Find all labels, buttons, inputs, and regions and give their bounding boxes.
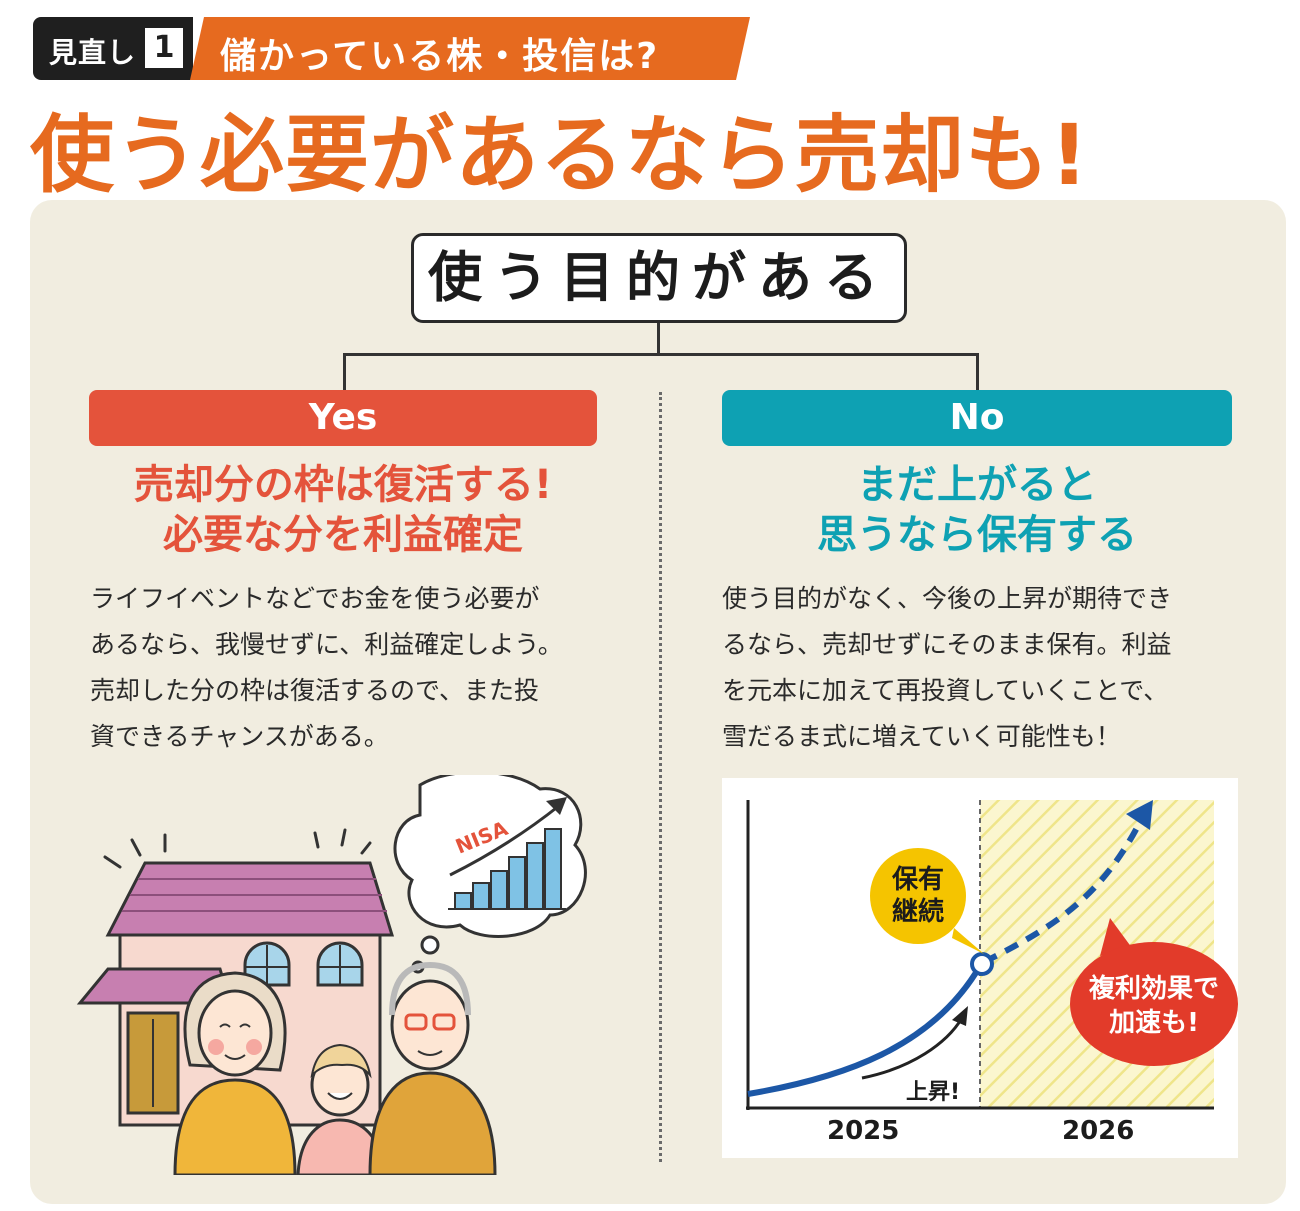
tree-stem <box>657 323 660 355</box>
section-tag: 見直し 1 <box>33 17 193 80</box>
grandma-body <box>173 1078 297 1175</box>
yes-body: ライフイベントなどでお金を使う必要が あるなら、我慢せずに、利益確定しよう。 売… <box>90 576 620 760</box>
section-question: 儲かっている株・投信は? <box>220 36 660 77</box>
family-house-illustration: NISA <box>76 775 587 1175</box>
house-roof <box>105 861 395 937</box>
compound-bubble-line2: 加速も! <box>1109 1008 1199 1038</box>
projected-growth-curve <box>982 816 1145 965</box>
tree-crossbar <box>343 353 979 356</box>
sparkle-marks-icon <box>103 828 372 869</box>
no-banner: No <box>722 390 1232 446</box>
no-body-line: 雪だるま式に増えていく可能性も！ <box>722 722 1121 751</box>
yes-body-line: 資できるチャンスがある。 <box>90 722 389 751</box>
section-question-ribbon: 儲かっている株・投信は? <box>190 17 750 80</box>
hold-bubble-tail <box>952 928 984 954</box>
hold-point-marker <box>970 952 994 976</box>
no-body-line: るなら、売却せずにそのまま保有。利益 <box>722 630 1172 659</box>
no-headline-line2: 思うなら保有する <box>817 512 1137 558</box>
tree-branch-no <box>976 353 979 391</box>
grandpa-face <box>390 979 470 1071</box>
rise-arrow-icon <box>861 1017 964 1080</box>
hold-bubble-line1: 保有 <box>891 865 944 895</box>
decision-question: 使う目的がある <box>411 233 907 323</box>
hold-bubble-text: 保有 継続 <box>870 864 966 928</box>
no-headline: まだ上がると 思うなら保有する <box>722 460 1232 560</box>
uptrend-arrow-icon <box>449 803 561 877</box>
year-label-2025: 2025 <box>827 1116 900 1146</box>
compound-bubble-text: 複利効果で 加速も! <box>1074 972 1234 1040</box>
nisa-bar-chart-icon <box>454 828 562 910</box>
grandma-face <box>197 989 273 1077</box>
no-headline-line1: まだ上がると <box>857 462 1097 508</box>
grandpa-body <box>368 1071 497 1175</box>
growth-graph-svg <box>746 800 1238 1110</box>
no-body-line: 使う目的がなく、今後の上昇が期待でき <box>722 584 1173 613</box>
year-label-2026: 2026 <box>1062 1116 1135 1146</box>
yes-headline-line1: 売却分の枠は復活する! <box>133 462 553 508</box>
projection-arrowhead-icon <box>1126 800 1153 830</box>
yes-body-line: ライフイベントなどでお金を使う必要が <box>90 584 540 613</box>
compound-bubble <box>1070 942 1238 1066</box>
hold-bubble-line2: 継続 <box>891 897 944 927</box>
no-body: 使う目的がなく、今後の上昇が期待でき るなら、売却せずにそのまま保有。利益 を元… <box>722 576 1242 760</box>
hold-bubble <box>870 848 966 944</box>
glasses-icon <box>404 1013 428 1031</box>
section-tag-number: 1 <box>145 28 183 68</box>
growth-graph: 保有 継続 複利効果で 加速も! 上昇! 2025 2026 <box>722 778 1238 1158</box>
column-divider <box>659 392 662 1162</box>
yes-headline: 売却分の枠は復活する! 必要な分を利益確定 <box>89 460 597 560</box>
section-tag-label: 見直し <box>49 36 137 69</box>
page-title: 使う必要があるなら売却も! <box>30 106 1090 204</box>
yes-banner: Yes <box>89 390 597 446</box>
yes-body-line: あるなら、我慢せずに、利益確定しよう。 <box>90 630 563 659</box>
compound-bubble-line1: 複利効果で <box>1088 974 1219 1004</box>
no-body-line: を元本に加えて再投資していくことで、 <box>722 676 1169 705</box>
yes-body-line: 売却した分の枠は復活するので、また投 <box>90 676 540 705</box>
tree-branch-yes <box>343 353 346 391</box>
yes-headline-line2: 必要な分を利益確定 <box>163 512 523 558</box>
past-growth-curve <box>747 964 983 1097</box>
rise-label: 上昇! <box>906 1080 961 1105</box>
